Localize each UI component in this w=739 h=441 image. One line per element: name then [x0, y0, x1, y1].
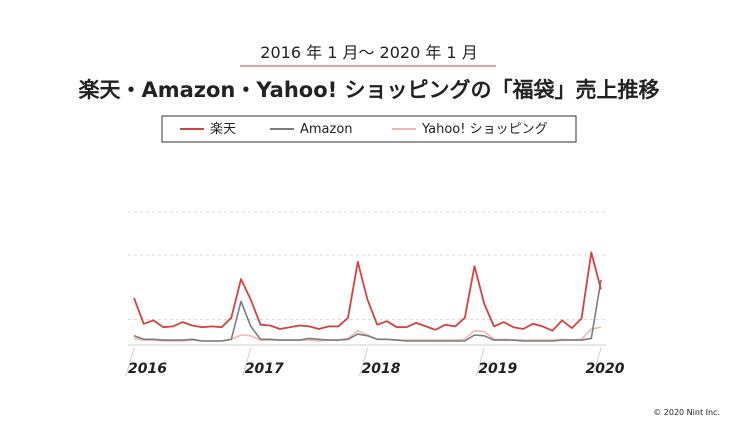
legend-label: Amazon: [300, 122, 353, 137]
chart-title: 楽天・Amazon・Yahoo! ショッピングの「福袋」売上推移: [78, 78, 659, 102]
legend: 楽天 Amazon Yahoo! ショッピング: [180, 121, 548, 137]
legend-label: Yahoo! ショッピング: [421, 122, 548, 137]
x-tick-mark: [592, 347, 602, 377]
chart-subtitle: 2016 年 1 月〜 2020 年 1 月: [260, 43, 477, 62]
x-tick-mark: [242, 347, 252, 377]
legend-box: [161, 115, 577, 143]
x-tick-mark: [125, 347, 135, 377]
series-lines: [133, 251, 602, 342]
x-tick-mark: [475, 347, 485, 377]
series-line-0: [133, 251, 602, 332]
x-tick-label: 2016: [128, 361, 167, 377]
copyright: © 2020 Nint Inc.: [653, 408, 720, 417]
x-tick-label: 2019: [478, 361, 517, 377]
gridlines: [128, 211, 606, 346]
x-tick-label: 2018: [362, 361, 401, 377]
x-tick-mark: [359, 347, 368, 377]
series-line-2: [133, 326, 602, 342]
x-axis: 2016 2017 2018 2019 2020: [125, 347, 625, 377]
series-line-1: [133, 279, 602, 342]
x-tick-label: 2017: [245, 361, 284, 377]
legend-label: 楽天: [210, 121, 236, 137]
x-tick-label: 2020: [586, 361, 625, 377]
